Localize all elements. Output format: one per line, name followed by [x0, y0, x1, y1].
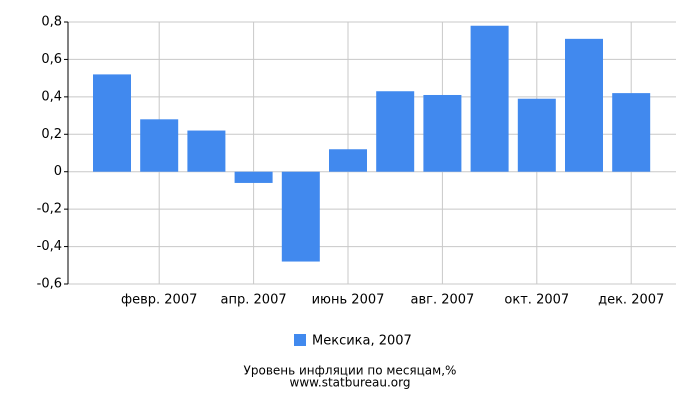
bar — [329, 149, 367, 172]
bar — [140, 119, 179, 172]
bar — [565, 38, 603, 172]
y-tick-label: -0,6 — [37, 277, 62, 292]
bar — [281, 171, 320, 262]
caption: Уровень инфляции по месяцам,% — [244, 364, 457, 378]
y-tick-label: 0,6 — [41, 52, 62, 67]
bar — [423, 94, 462, 172]
x-tick-label: дек. 2007 — [598, 293, 664, 308]
x-tick-label: июнь 2007 — [312, 293, 385, 308]
bar — [470, 25, 509, 172]
x-tick-label: февр. 2007 — [121, 293, 197, 308]
bar — [517, 98, 556, 172]
bar — [93, 74, 131, 172]
x-tick-label: апр. 2007 — [221, 293, 287, 308]
x-tick-label: окт. 2007 — [504, 293, 569, 308]
y-tick-label: 0,4 — [41, 89, 62, 104]
y-tick-label: 0,8 — [41, 15, 62, 30]
bar — [612, 93, 651, 172]
legend-label: Мексика, 2007 — [312, 334, 412, 349]
bar — [376, 91, 415, 172]
legend-swatch — [294, 334, 306, 346]
y-tick-label: 0,2 — [41, 127, 62, 142]
x-tick-label: авг. 2007 — [410, 293, 474, 308]
source: www.statbureau.org — [290, 376, 411, 390]
bar — [234, 171, 273, 183]
y-tick-label: -0,2 — [37, 202, 62, 217]
y-tick-label: -0,4 — [37, 239, 62, 254]
y-tick-label: 0 — [54, 164, 62, 179]
bar — [187, 130, 226, 172]
